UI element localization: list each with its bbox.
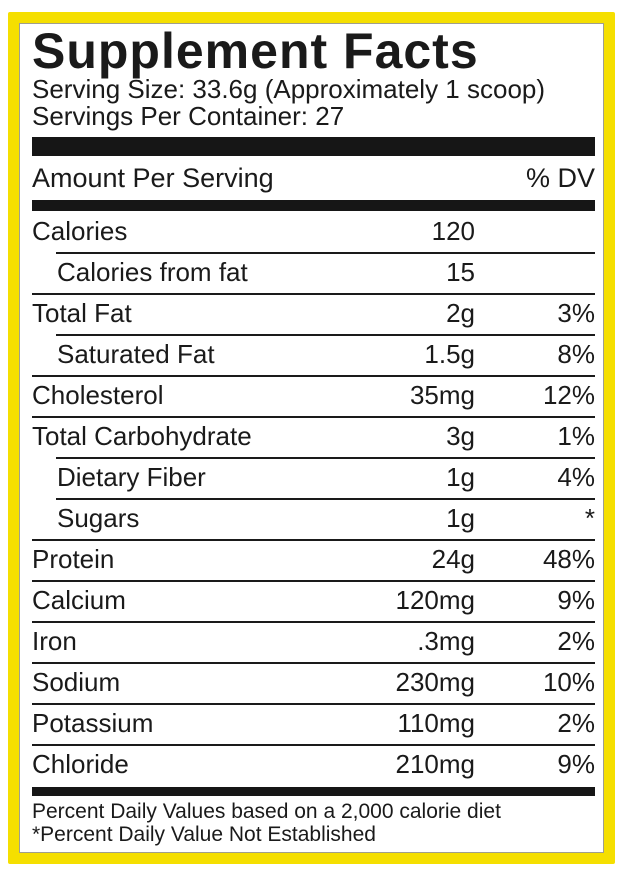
nutrient-dv: 10%	[542, 667, 595, 698]
servings-per-container-text: Servings Per Container: 27	[32, 101, 345, 131]
nutrient-dv: 9%	[557, 585, 595, 616]
nutrient-dv: 1%	[557, 421, 595, 452]
row-total-fat: Total Fat 2g 3%	[32, 293, 595, 334]
row-cholesterol: Cholesterol 35mg 12%	[32, 375, 595, 416]
nutrient-dv: 4%	[557, 462, 595, 493]
nutrient-name: Calcium	[32, 585, 126, 616]
row-calories-from-fat: Calories from fat 15	[32, 252, 595, 293]
nutrient-amount: .3mg	[417, 626, 475, 657]
nutrient-amount: 230mg	[395, 667, 476, 698]
nutrient-name: Dietary Fiber	[57, 462, 206, 493]
header-divider-bar	[32, 199, 595, 212]
row-total-carbohydrate: Total Carbohydrate 3g 1%	[32, 416, 595, 457]
row-iron: Iron .3mg 2%	[32, 621, 595, 662]
row-sodium: Sodium 230mg 10%	[32, 662, 595, 703]
row-calories: Calories 120	[32, 211, 595, 252]
nutrient-name: Potassium	[32, 708, 154, 739]
nutrient-dv: 9%	[557, 749, 595, 780]
label-title: Supplement Facts	[32, 23, 479, 79]
footnote-not-established: *Percent Daily Value Not Established	[32, 823, 376, 847]
nutrient-table: Calories 120 Calories from fat 15 Total …	[32, 211, 595, 785]
nutrient-amount: 120mg	[395, 585, 476, 616]
nutrient-amount: 1g	[446, 462, 475, 493]
nutrient-dv: 3%	[557, 298, 595, 329]
nutrient-amount: 1.5g	[424, 339, 475, 370]
footnotes: Percent Daily Values based on a 2,000 ca…	[32, 800, 595, 846]
nutrient-name: Calories	[32, 216, 128, 247]
nutrient-amount: 35mg	[409, 380, 475, 411]
nutrient-name: Chloride	[32, 749, 129, 780]
amount-per-serving-header: Amount Per Serving	[32, 162, 274, 193]
supplement-label: Supplement Facts Serving Size: 33.6g (Ap…	[19, 23, 604, 853]
nutrient-amount: 210mg	[395, 749, 476, 780]
nutrient-name: Total Carbohydrate	[32, 421, 252, 452]
column-header-row: Amount Per Serving % DV	[32, 156, 595, 200]
nutrient-name: Iron	[32, 626, 77, 657]
nutrient-amount: 24g	[431, 544, 475, 575]
row-calcium: Calcium 120mg 9%	[32, 580, 595, 621]
row-saturated-fat: Saturated Fat 1.5g 8%	[32, 334, 595, 375]
percent-dv-header: % DV	[525, 162, 595, 193]
row-chloride: Chloride 210mg 9%	[32, 744, 595, 785]
nutrient-amount: 2g	[446, 298, 475, 329]
serving-size-text: Serving Size: 33.6g (Approximately 1 sco…	[32, 74, 546, 104]
nutrient-name: Sodium	[32, 667, 121, 698]
nutrient-dv: 12%	[542, 380, 595, 411]
supplement-label-frame: Supplement Facts Serving Size: 33.6g (Ap…	[8, 12, 615, 864]
nutrient-dv: 48%	[542, 544, 595, 575]
row-protein: Protein 24g 48%	[32, 539, 595, 580]
nutrient-amount: 110mg	[397, 708, 475, 739]
nutrient-amount: 3g	[446, 421, 475, 452]
nutrient-amount: 1g	[446, 503, 475, 534]
nutrient-name: Total Fat	[32, 298, 132, 329]
nutrient-name: Saturated Fat	[57, 339, 215, 370]
nutrient-dv: 8%	[557, 339, 595, 370]
nutrient-name: Cholesterol	[32, 380, 164, 411]
nutrient-dv: *	[584, 503, 595, 534]
footer-divider-bar	[32, 787, 595, 797]
nutrient-name: Protein	[32, 544, 115, 575]
top-divider-bar	[32, 137, 595, 156]
row-dietary-fiber: Dietary Fiber 1g 4%	[32, 457, 595, 498]
row-sugars: Sugars 1g *	[32, 498, 595, 539]
nutrient-name: Calories from fat	[57, 257, 248, 288]
row-potassium: Potassium 110mg 2%	[32, 703, 595, 744]
nutrient-name: Sugars	[57, 503, 140, 534]
nutrient-amount: 15	[446, 257, 475, 288]
footnote-dv-basis: Percent Daily Values based on a 2,000 ca…	[32, 800, 501, 824]
nutrient-amount: 120	[431, 216, 475, 247]
nutrient-dv: 2%	[557, 708, 595, 739]
nutrient-dv: 2%	[557, 626, 595, 657]
